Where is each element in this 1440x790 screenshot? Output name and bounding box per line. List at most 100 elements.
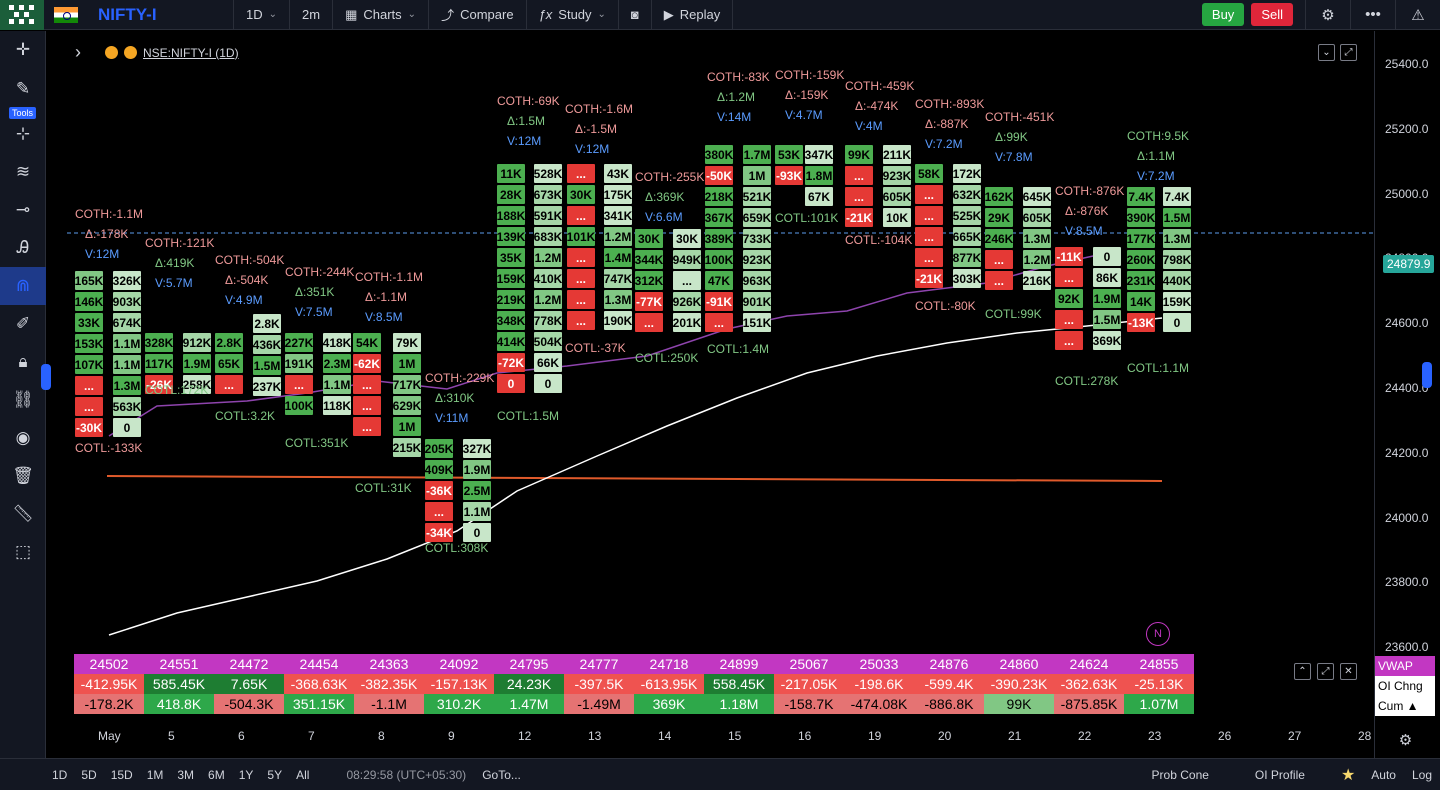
range-button[interactable]: 6M xyxy=(208,767,225,782)
camera-button[interactable]: ◙ xyxy=(619,0,651,30)
footprint-cell: 525K xyxy=(953,206,981,225)
oi-legend[interactable]: OI Chng xyxy=(1375,676,1435,696)
table-cell: -504.3K xyxy=(214,694,284,714)
footprint-cell: 1M xyxy=(393,417,421,436)
charts-dropdown[interactable]: ▦ Charts ⌄ xyxy=(333,0,428,30)
footprint-cell: ... xyxy=(567,206,595,225)
range-button[interactable]: 3M xyxy=(177,767,195,782)
link-icon[interactable]: ⛓ xyxy=(12,390,34,409)
right-panel-toggle[interactable] xyxy=(1422,362,1432,388)
chevron-right-icon[interactable]: › xyxy=(75,42,81,62)
time-axis[interactable]: May 5 6 7 8 9 12 13 14 15 16 19 20 21 22 23 26 27 28 xyxy=(47,726,1373,748)
footprint-cell: 100K xyxy=(705,250,733,269)
table-cell: 24472 xyxy=(214,654,284,674)
brush-icon[interactable]: ✐ xyxy=(15,314,31,333)
axis-settings-icon[interactable]: ⚙ xyxy=(1398,731,1413,749)
star-icon[interactable]: ★ xyxy=(1340,766,1356,784)
table-cell: 24795 xyxy=(494,654,564,674)
ruler-icon[interactable]: 📏︎ xyxy=(12,504,34,523)
footprint-annotation: V:7.5M xyxy=(295,305,333,319)
goto-button[interactable]: GoTo... xyxy=(482,767,521,782)
collapse-up-icon[interactable]: ⌃ xyxy=(1294,663,1311,680)
footprint-cell: 418K xyxy=(323,333,351,352)
footprint-cell: 303K xyxy=(953,269,981,288)
table-cell: -25.13K xyxy=(1124,674,1194,694)
crosshair-icon[interactable]: ✛ xyxy=(15,40,31,59)
cursor-select-icon[interactable]: ⬚ xyxy=(14,542,32,561)
chart-area[interactable]: › NSE:NIFTY-I (1D) 165K 146K 33K 153K 107K..… xyxy=(47,31,1373,758)
footprint-cell: 162K xyxy=(985,187,1013,206)
table-cell: 99K xyxy=(984,694,1054,714)
footprint-cell: 344K xyxy=(635,250,663,269)
sell-button[interactable]: Sell xyxy=(1251,3,1293,26)
footprint-cell: 237K xyxy=(253,377,281,396)
price-scale[interactable]: 25400.025200.025000.024800.024600.024400… xyxy=(1374,31,1440,758)
footprint-cell: 733K xyxy=(743,229,771,248)
app-logo[interactable] xyxy=(0,0,44,30)
footprint-cell: -62K xyxy=(353,354,381,373)
footprint-cell: 1.2M xyxy=(604,227,632,246)
eye-icon[interactable]: ◉ xyxy=(15,428,31,447)
range-button[interactable]: All xyxy=(296,767,310,782)
table-cell: 24363 xyxy=(354,654,424,674)
footprint-cell: 328K xyxy=(145,333,173,352)
footprint-cell: 369K xyxy=(1093,331,1121,350)
prob-cone-button[interactable]: Prob Cone xyxy=(1151,767,1209,782)
footprint-cell: ... xyxy=(915,185,943,204)
footprint-cell: 504K xyxy=(534,332,562,351)
range-button[interactable]: 5D xyxy=(81,767,97,782)
range-button[interactable]: 2m xyxy=(290,0,332,30)
chart-symbol-label[interactable]: NSE:NIFTY-I (1D) xyxy=(143,45,239,60)
horizontal-line-icon[interactable]: ⊸ xyxy=(15,200,31,219)
time-tick-label: May xyxy=(98,729,121,743)
study-dropdown[interactable]: ƒx Study ⌄ xyxy=(527,0,618,30)
log-button[interactable]: Log xyxy=(1411,767,1432,782)
footprint-annotation: COTL:308K xyxy=(425,541,489,555)
cum-legend[interactable]: Cum ▲ xyxy=(1375,696,1435,716)
footprint-cell: 0 xyxy=(1163,313,1191,332)
lock-icon[interactable]: 🔒︎ xyxy=(18,352,28,371)
news-badge[interactable]: N xyxy=(1146,622,1170,646)
footprint-cell: 191K xyxy=(285,354,313,373)
symbol-name[interactable]: NIFTY-I xyxy=(98,4,157,24)
table-cell: 7.65K xyxy=(214,674,284,694)
close-icon[interactable]: ✕ xyxy=(1340,663,1357,680)
footprint-annotation: COTL:172K xyxy=(145,383,209,397)
footprint-annotation: COTL:99K xyxy=(985,307,1042,321)
interval-dropdown[interactable]: 1D ⌄ xyxy=(234,0,289,30)
range-button[interactable]: 15D xyxy=(110,767,133,782)
interval-label: 1D xyxy=(246,7,263,22)
fib-icon[interactable]: ≋ xyxy=(15,162,31,181)
buy-button[interactable]: Buy xyxy=(1201,3,1245,26)
magnet-icon[interactable]: ⋒ xyxy=(0,267,46,305)
footprint-cell: 563K xyxy=(113,397,141,416)
compare-button[interactable]: ⤴ Compare xyxy=(429,0,525,30)
table-cell: 351.15K xyxy=(284,694,354,714)
oi-profile-button[interactable]: OI Profile xyxy=(1254,767,1305,782)
footprint-cell: -26K xyxy=(145,375,173,394)
range-button[interactable]: 1Y xyxy=(238,767,254,782)
table-cell: -412.95K xyxy=(74,674,144,694)
trendline-icon[interactable]: ⊹ xyxy=(15,124,31,143)
trash-icon[interactable]: 🗑︎ xyxy=(12,466,34,485)
expand-icon[interactable]: ⤢ xyxy=(1317,663,1334,680)
left-panel-toggle[interactable] xyxy=(41,364,51,390)
table-cell: 25033 xyxy=(844,654,914,674)
expand-icon[interactable]: ⤢ xyxy=(1340,44,1357,61)
footprint-cell: 923K xyxy=(743,250,771,269)
vwap-legend[interactable]: VWAP xyxy=(1375,656,1435,676)
text-abc-icon[interactable]: Ꭿ xyxy=(16,238,30,257)
camera-icon: ◙ xyxy=(630,7,639,22)
auto-button[interactable]: Auto xyxy=(1371,767,1396,782)
range-button[interactable]: 1M xyxy=(146,767,164,782)
range-button[interactable]: 5Y xyxy=(267,767,283,782)
gear-icon[interactable]: ⚙ xyxy=(1321,6,1335,24)
pencil-icon[interactable]: ✎ xyxy=(15,79,31,98)
footprint-annotation: COTH:-893K xyxy=(915,97,985,111)
alert-icon[interactable]: ⚠ xyxy=(1411,6,1425,24)
collapse-icon[interactable]: ⌄ xyxy=(1318,44,1335,61)
table-cell: 24777 xyxy=(564,654,634,674)
replay-button[interactable]: ▶ Replay xyxy=(652,0,732,30)
more-icon[interactable]: ••• xyxy=(1365,6,1381,23)
range-button[interactable]: 1D xyxy=(52,767,68,782)
